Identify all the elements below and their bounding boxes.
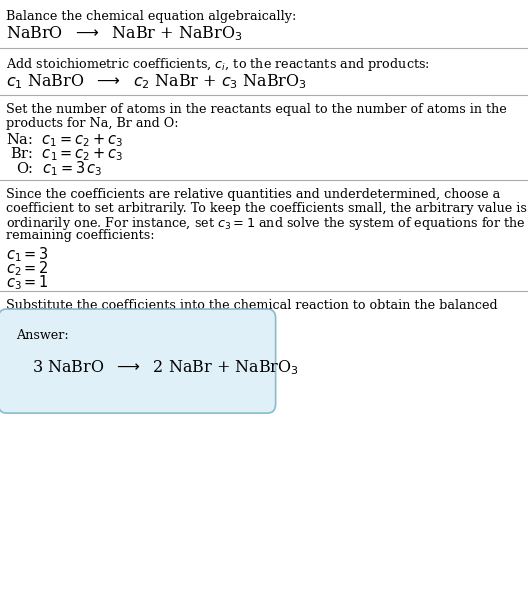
Text: O:  $c_1 = 3\,c_3$: O: $c_1 = 3\,c_3$ [16, 160, 102, 179]
Text: Na:  $c_1 = c_2 + c_3$: Na: $c_1 = c_2 + c_3$ [6, 131, 124, 149]
Text: 3 NaBrO  $\longrightarrow$  2 NaBr + NaBrO$_3$: 3 NaBrO $\longrightarrow$ 2 NaBr + NaBrO… [32, 359, 299, 377]
Text: Answer:: Answer: [16, 329, 69, 342]
Text: products for Na, Br and O:: products for Na, Br and O: [6, 117, 179, 130]
Text: $c_1$ NaBrO  $\longrightarrow$  $c_2$ NaBr + $c_3$ NaBrO$_3$: $c_1$ NaBrO $\longrightarrow$ $c_2$ NaBr… [6, 72, 307, 91]
Text: ordinarily one. For instance, set $c_3 = 1$ and solve the system of equations fo: ordinarily one. For instance, set $c_3 =… [6, 215, 526, 233]
Text: Since the coefficients are relative quantities and underdetermined, choose a: Since the coefficients are relative quan… [6, 188, 501, 201]
Text: Balance the chemical equation algebraically:: Balance the chemical equation algebraica… [6, 10, 297, 23]
Text: Substitute the coefficients into the chemical reaction to obtain the balanced: Substitute the coefficients into the che… [6, 299, 498, 312]
Text: $c_3 = 1$: $c_3 = 1$ [6, 273, 49, 292]
Text: $c_2 = 2$: $c_2 = 2$ [6, 259, 49, 278]
Text: coefficient to set arbitrarily. To keep the coefficients small, the arbitrary va: coefficient to set arbitrarily. To keep … [6, 202, 527, 215]
Text: NaBrO  $\longrightarrow$  NaBr + NaBrO$_3$: NaBrO $\longrightarrow$ NaBr + NaBrO$_3$ [6, 24, 243, 43]
Text: equation:: equation: [6, 313, 67, 326]
Text: remaining coefficients:: remaining coefficients: [6, 229, 155, 242]
Text: $c_1 = 3$: $c_1 = 3$ [6, 245, 49, 264]
FancyBboxPatch shape [0, 309, 276, 413]
Text: Add stoichiometric coefficients, $c_i$, to the reactants and products:: Add stoichiometric coefficients, $c_i$, … [6, 56, 430, 73]
Text: Br:  $c_1 = c_2 + c_3$: Br: $c_1 = c_2 + c_3$ [10, 146, 123, 163]
Text: Set the number of atoms in the reactants equal to the number of atoms in the: Set the number of atoms in the reactants… [6, 103, 507, 116]
